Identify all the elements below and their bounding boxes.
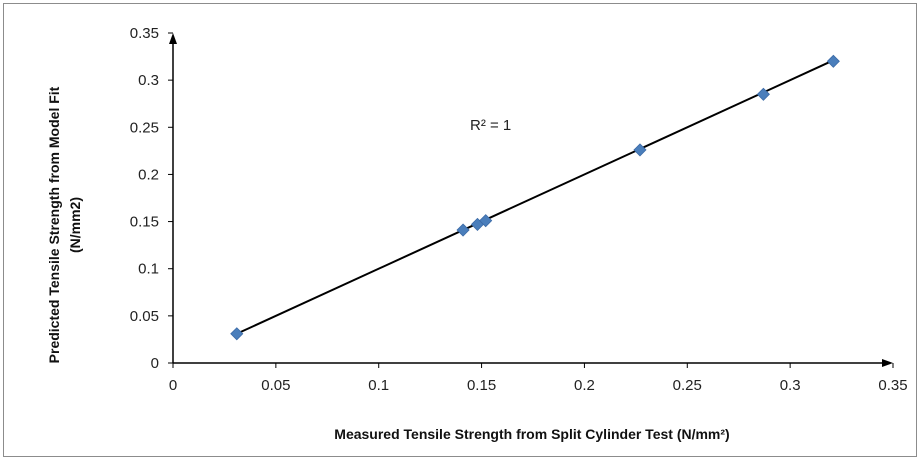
data-point (633, 143, 647, 157)
x-tick-label: 0.3 (780, 377, 801, 394)
x-axis-arrow (882, 359, 893, 367)
r-squared-annotation: R² = 1 (470, 117, 511, 134)
tick-labels: 0 0.05 0.1 0.15 0.2 0.25 0.3 0.35 0 0.05 0.1 0.15 0.… (130, 25, 908, 394)
data-point (479, 214, 493, 228)
trendline-group (236, 59, 834, 335)
data-point (456, 223, 470, 237)
y-axis-title-line2: (N/mm2) (67, 197, 83, 253)
y-tick-label: 0.3 (138, 72, 159, 89)
y-axis-arrow (169, 33, 177, 44)
x-tick-label: 0.25 (673, 377, 702, 394)
data-point (756, 87, 770, 101)
x-tick-label: 0.05 (261, 377, 290, 394)
axes (168, 32, 894, 368)
y-tick-label: 0.35 (130, 25, 159, 42)
x-tick-label: 0 (169, 377, 177, 394)
y-tick-label: 0.25 (130, 119, 159, 136)
data-point (230, 327, 244, 341)
y-tick-label: 0.05 (130, 308, 159, 325)
x-axis-title: Measured Tensile Strength from Split Cyl… (334, 426, 729, 442)
data-point (826, 54, 840, 68)
x-tick-label: 0.15 (467, 377, 496, 394)
y-tick-label: 0 (151, 355, 159, 372)
y-tick-label: 0.1 (138, 261, 159, 278)
y-axis-title-line1: Predicted Tensile Strength from Model Fi… (46, 86, 62, 363)
trendline (236, 59, 834, 335)
y-tick-label: 0.15 (130, 214, 159, 231)
x-tick-label: 0.35 (878, 377, 907, 394)
y-tick-label: 0.2 (138, 166, 159, 183)
x-tick-label: 0.1 (368, 377, 389, 394)
x-tick-label: 0.2 (574, 377, 595, 394)
data-points (230, 54, 840, 341)
